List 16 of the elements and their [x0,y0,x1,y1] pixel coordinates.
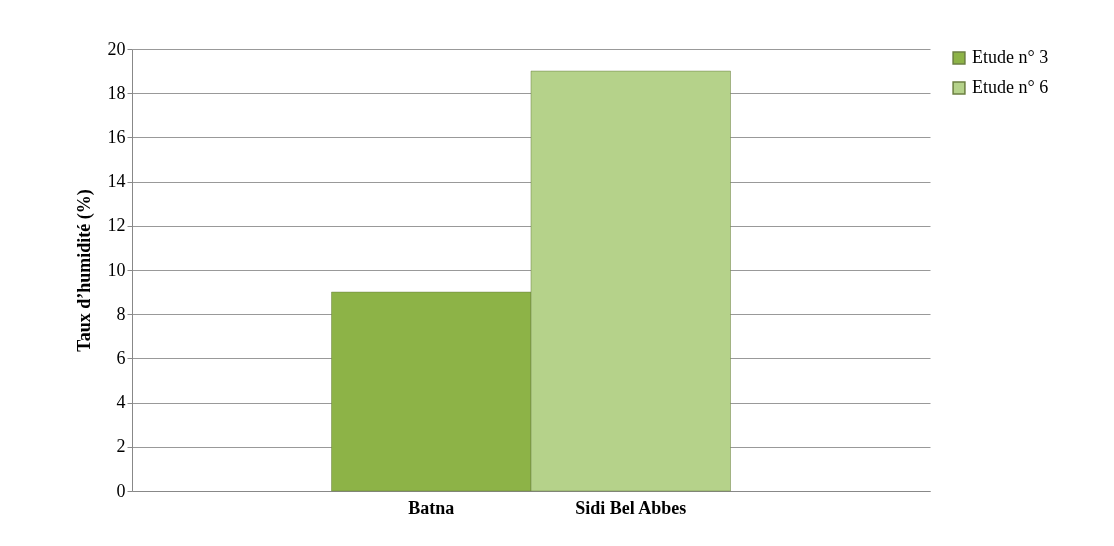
y-tick-label: 0 [116,480,126,501]
legend-label: Etude n° 6 [972,77,1049,97]
x-tick-label: Batna [408,497,455,518]
legend-label: Etude n° 3 [972,47,1049,67]
y-axis-title: Taux d’humidité (%) [73,189,95,352]
y-tick-label: 2 [116,436,126,457]
x-tick-label: Sidi Bel Abbes [575,497,687,518]
y-tick-label: 10 [107,259,126,280]
y-tick-label: 6 [116,347,126,368]
y-tick-label: 20 [107,38,126,59]
y-tick-label: 18 [107,82,126,103]
y-tick-label: 4 [116,392,126,413]
y-tick-label: 12 [107,215,126,236]
y-tick-label: 8 [116,303,126,324]
y-tick-label: 16 [107,126,126,147]
y-tick-label: 14 [107,171,126,192]
